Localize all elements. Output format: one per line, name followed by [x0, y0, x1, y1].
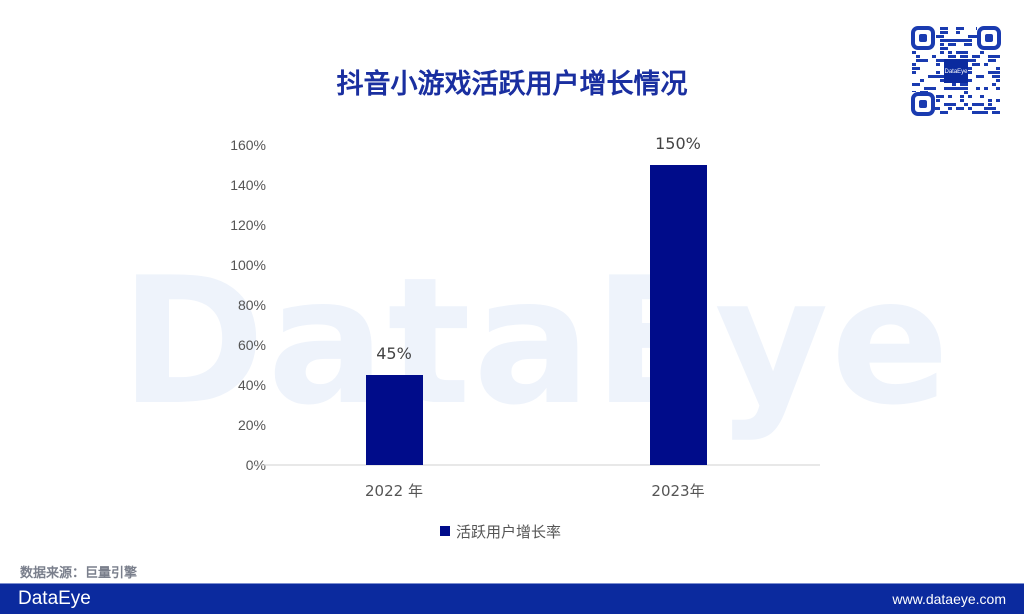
qr-code: DataEye	[911, 26, 1001, 116]
chart-title: 抖音小游戏活跃用户增长情况	[336, 69, 688, 100]
y-tick-label: 20%	[238, 417, 266, 433]
bar	[366, 375, 423, 465]
bar-chart: 0%20%40%60%80%100%120%140%160%45%2022 年1…	[230, 134, 820, 541]
x-tick-label: 2022 年	[365, 482, 423, 500]
y-tick-label: 60%	[238, 337, 266, 353]
y-tick-label: 120%	[230, 217, 266, 233]
website-link[interactable]: www.dataeye.com	[892, 591, 1006, 607]
svg-text:DataEye: DataEye	[944, 69, 968, 75]
legend-label: 活跃用户增长率	[456, 523, 561, 541]
data-source: 数据来源：巨量引擎	[20, 566, 138, 581]
brand-logo: DataEye	[18, 588, 91, 609]
data-label: 150%	[655, 134, 701, 153]
y-tick-label: 100%	[230, 257, 266, 273]
bar	[650, 165, 707, 465]
x-tick-label: 2023年	[651, 482, 704, 500]
y-tick-label: 80%	[238, 297, 266, 313]
y-tick-label: 160%	[230, 137, 266, 153]
legend-swatch	[440, 526, 450, 536]
y-tick-label: 40%	[238, 377, 266, 393]
y-tick-label: 140%	[230, 177, 266, 193]
data-label: 45%	[376, 344, 412, 363]
watermark: DataEye	[120, 241, 952, 444]
footer-bar: DataEye www.dataeye.com	[0, 583, 1024, 614]
